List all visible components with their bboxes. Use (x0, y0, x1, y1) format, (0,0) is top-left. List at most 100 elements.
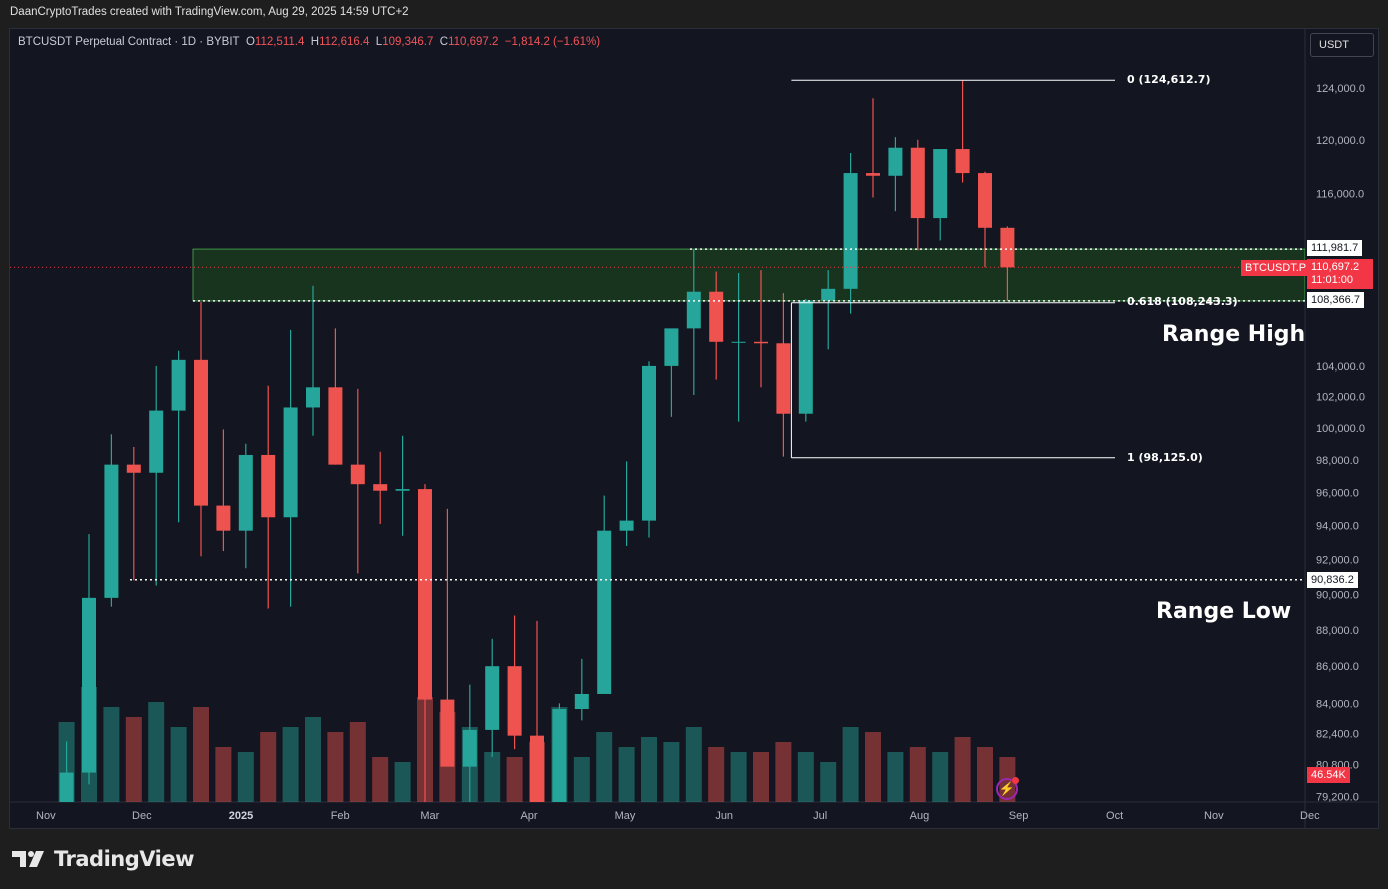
volume-bar (327, 732, 344, 802)
candle-body (194, 359, 208, 506)
volume-bar (954, 737, 971, 802)
tradingview-logo-icon (12, 851, 44, 867)
currency-selector[interactable]: USDT (1310, 33, 1374, 57)
candle-body (552, 709, 567, 802)
symbol-price-tag: BTCUSDT.P (1241, 260, 1311, 276)
price-tick-label: 82,400.0 (1316, 729, 1359, 741)
volume-bar (237, 752, 254, 802)
price-tick-label: 88,000.0 (1316, 625, 1359, 637)
time-tick-label: Apr (520, 810, 537, 822)
volume-bar (663, 742, 680, 802)
volume-bar (820, 762, 837, 802)
chart-pane[interactable] (9, 28, 1379, 829)
volume-bar (641, 737, 657, 802)
candle-body (843, 173, 858, 289)
candle-body (261, 454, 276, 518)
candle-body (888, 147, 903, 176)
change-value: −1,814.2 (−1.61%) (504, 36, 601, 48)
volume-bar (909, 747, 926, 802)
time-tick-label: Jun (715, 810, 733, 822)
price-tick-label: 104,000.0 (1316, 361, 1365, 373)
price-tick-label: 116,000.0 (1316, 188, 1364, 200)
time-tick-label: May (615, 810, 636, 822)
candle-body (821, 288, 836, 301)
candle-body (462, 729, 477, 767)
volume-bar (730, 752, 747, 802)
low-value: 109,346.7 (382, 36, 434, 48)
volume-bar (282, 727, 299, 802)
volume-bar (753, 752, 769, 802)
volume-bar (775, 742, 792, 802)
candle-body (978, 173, 992, 228)
range-low-annotation: Range Low (1156, 599, 1292, 624)
open-label: O (245, 36, 255, 48)
current-price: 110,697.2 (1311, 261, 1360, 273)
fib-level-0: 0 (124,612.7) (1127, 73, 1211, 86)
volume-bar (103, 707, 120, 802)
candle-body (418, 489, 432, 700)
candle-body (798, 300, 813, 414)
time-tick-label: Jul (813, 810, 827, 822)
candle-body (395, 489, 410, 491)
time-tick-label: Dec (132, 810, 152, 822)
price-tick-label: 94,000.0 (1316, 521, 1359, 533)
close-value: 110,697.2 (448, 36, 499, 48)
volume-bar (349, 722, 366, 802)
time-tick-label: Aug (910, 810, 930, 822)
fib-level-1: 1 (98,125.0) (1127, 451, 1203, 464)
tradingview-logo[interactable]: TradingView (12, 847, 194, 871)
range-high-annotation: Range High (1162, 322, 1306, 347)
candle-body (283, 407, 298, 518)
price-tick-label: 98,000.0 (1316, 455, 1359, 467)
high-value: 112,616.4 (319, 36, 370, 48)
candle-body (126, 464, 141, 473)
volume-bar (125, 717, 142, 802)
price-tick-label: 84,000.0 (1316, 698, 1359, 710)
logo-text: TradingView (54, 847, 194, 871)
candle-body (574, 693, 589, 710)
time-tick-label: Feb (331, 810, 350, 822)
volume-bar (685, 727, 702, 802)
lower-level-label: 108,366.7 (1307, 292, 1364, 308)
candle-body (306, 387, 320, 408)
notification-dot (1012, 777, 1019, 784)
high-label: H (310, 36, 320, 48)
volume-bar (842, 727, 859, 802)
candle-body (350, 464, 365, 485)
candle-body (933, 149, 948, 219)
candle-body (866, 173, 880, 176)
open-value: 112,511.4 (254, 36, 305, 48)
close-label: C (439, 36, 449, 48)
volume-bar (596, 732, 613, 802)
volume-bar (193, 707, 209, 802)
volume-bar (797, 752, 814, 802)
candle-body (1000, 227, 1015, 268)
candle-body (530, 735, 544, 802)
range-high-zone (192, 248, 1305, 302)
volume-bar (170, 727, 187, 802)
time-tick-label: Mar (420, 810, 439, 822)
candle-body (485, 666, 500, 730)
candle-body (686, 291, 701, 329)
candle-body (597, 530, 612, 694)
price-tick-label: 86,000.0 (1316, 661, 1359, 673)
candle-body (238, 454, 253, 531)
candle-body (171, 359, 186, 411)
price-tick-label: 102,000.0 (1316, 392, 1365, 404)
time-tick-label: Dec (1300, 810, 1320, 822)
lightning-icon[interactable]: ⚡ (996, 777, 1019, 800)
time-tick-label: Nov (36, 810, 56, 822)
volume-bar (260, 732, 277, 802)
volume-bar (932, 752, 949, 802)
volume-bar (887, 752, 904, 802)
time-tick-label: Nov (1204, 810, 1224, 822)
price-tick-label: 96,000.0 (1316, 487, 1359, 499)
candle-body (731, 341, 746, 343)
price-tick-label: 120,000.0 (1316, 135, 1365, 147)
volume-bar (372, 757, 389, 802)
bar-countdown: 11:01:00 (1311, 274, 1354, 286)
range-low-label: 90,836.2 (1307, 572, 1358, 588)
candle-body (440, 699, 455, 767)
price-tick-label: 124,000.0 (1316, 83, 1365, 95)
